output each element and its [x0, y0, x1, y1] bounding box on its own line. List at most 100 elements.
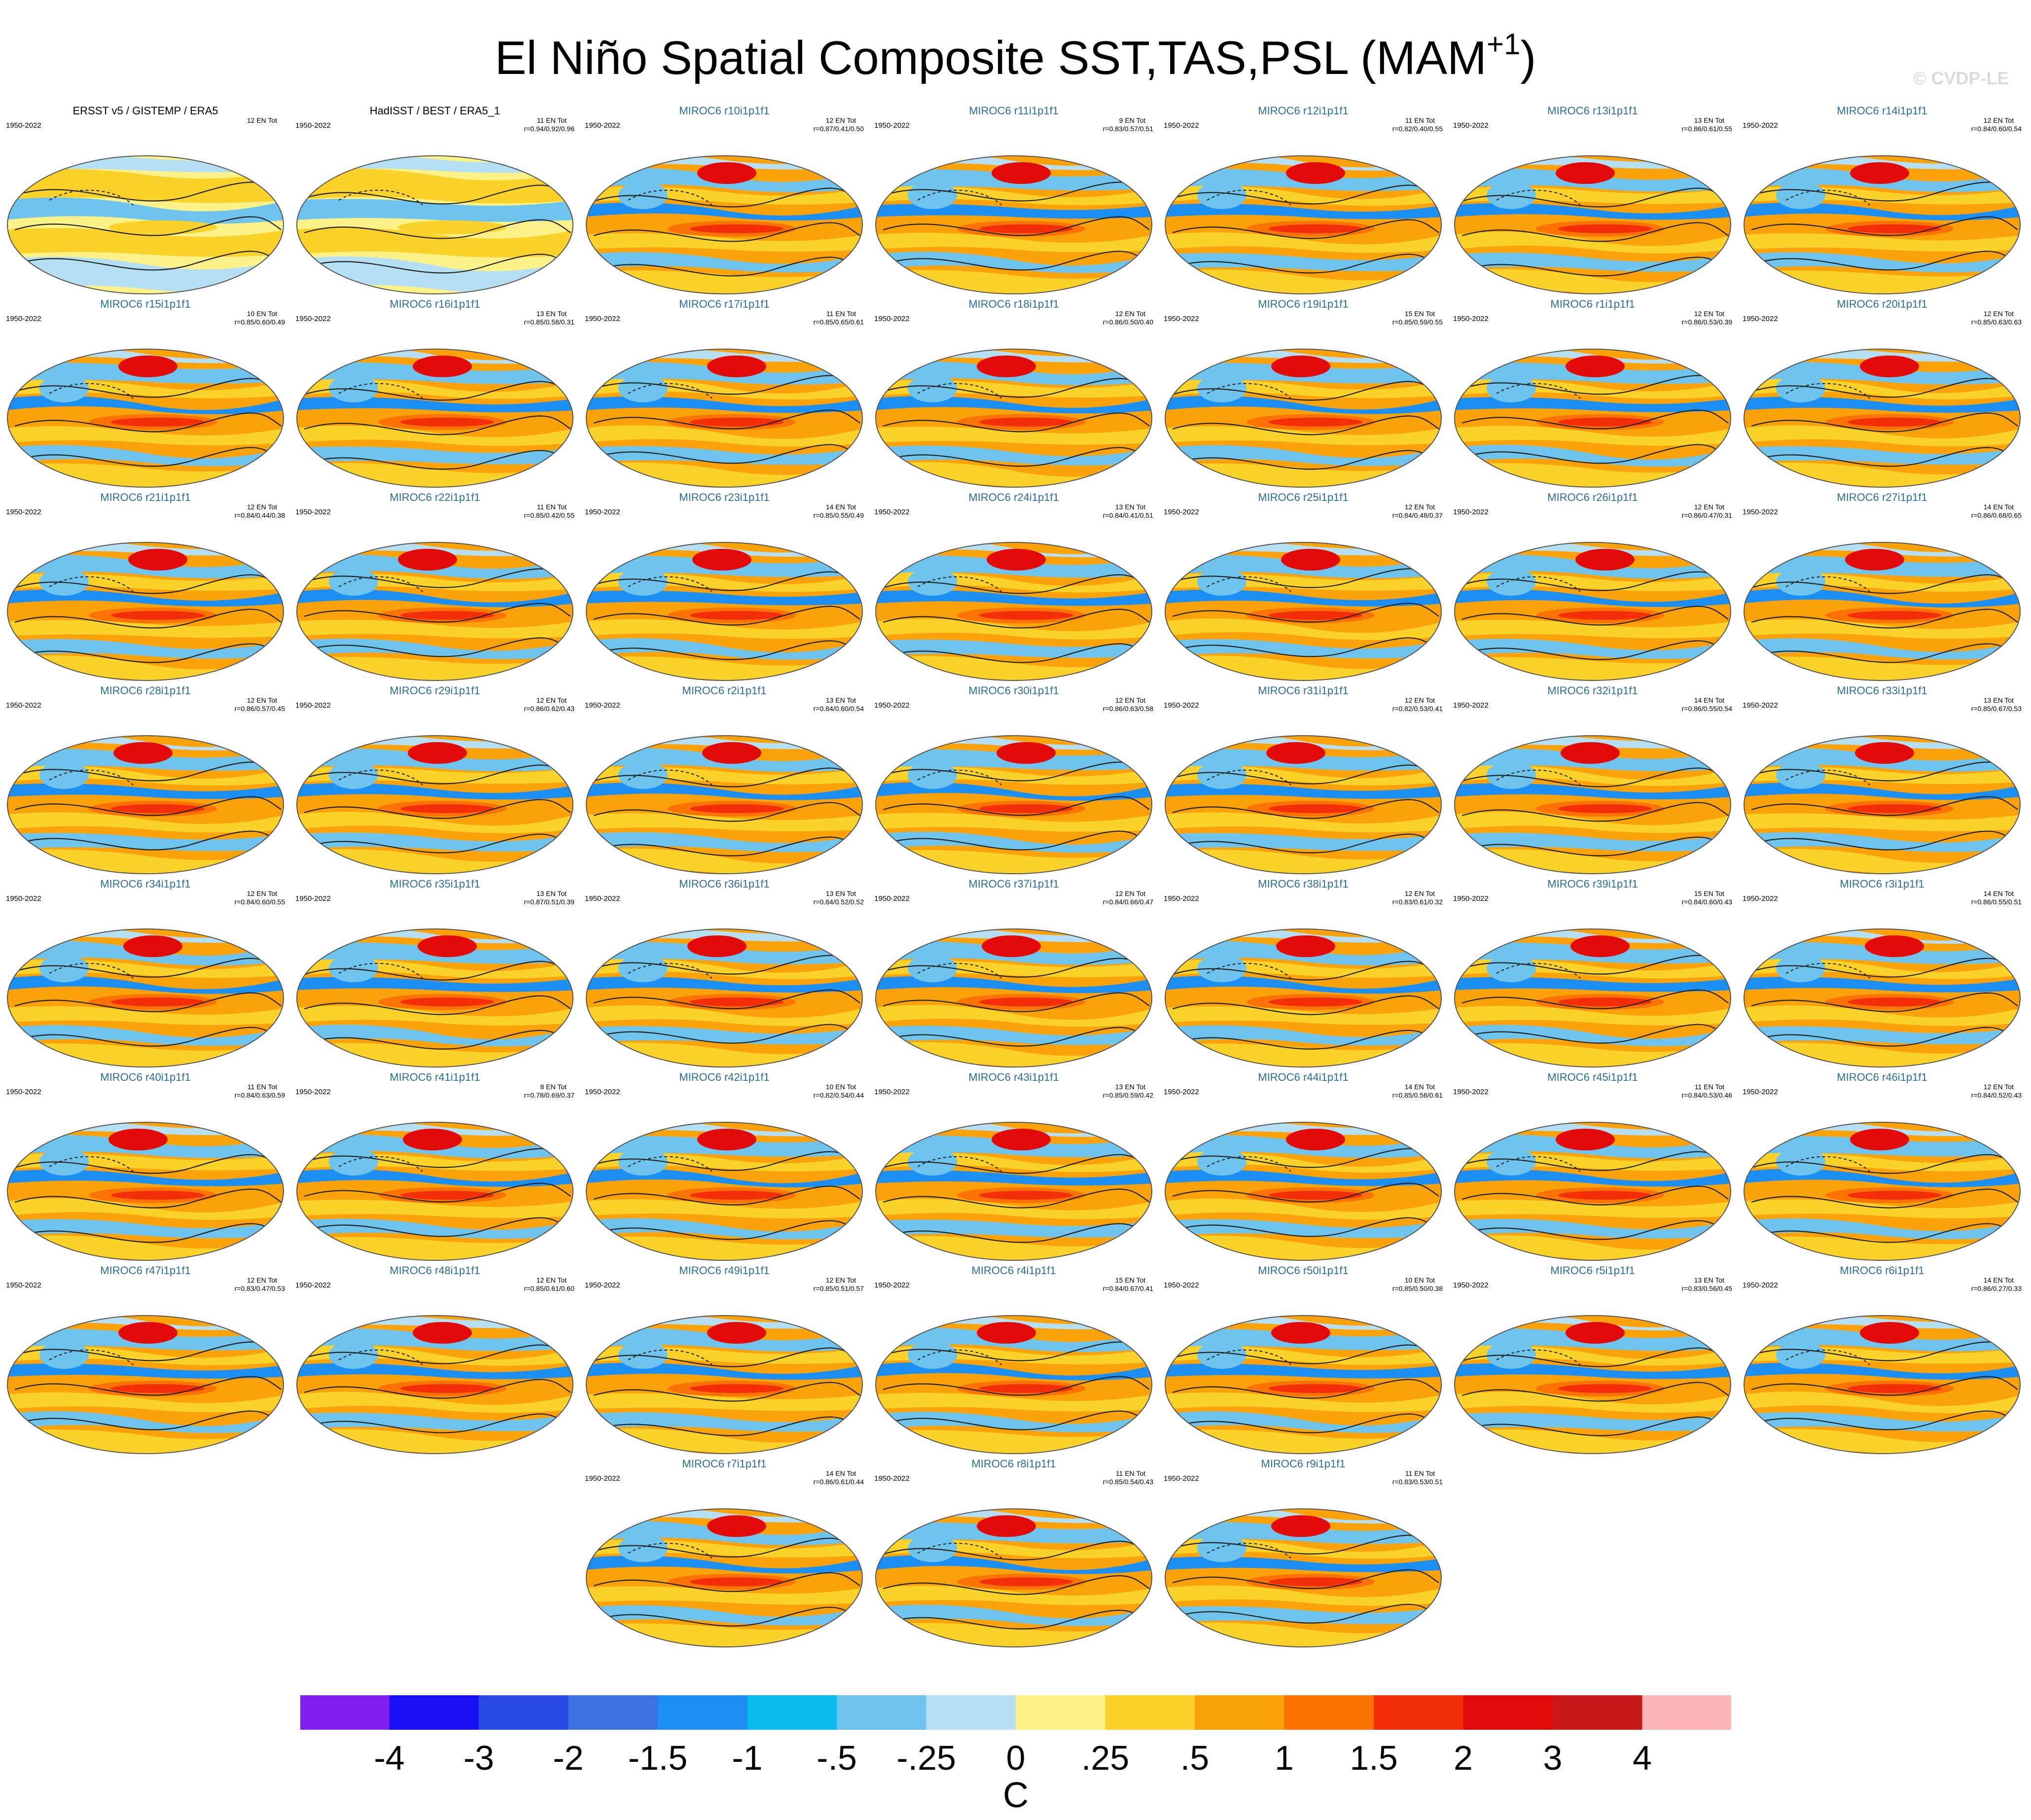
map-panel-event-count: 15 EN Tot — [1694, 890, 1724, 897]
map-panel-years: 1950-2022 — [585, 701, 620, 710]
map-panel-event-count: 13 EN Tot — [825, 696, 856, 704]
map-panel-field — [296, 1122, 573, 1261]
watermark: © CVDP-LE — [1913, 68, 2009, 88]
colorbar-swatch — [1374, 1695, 1463, 1730]
map-panel-field — [875, 349, 1152, 488]
map-panel: HadISST / BEST / ERA5_1 1950-2022 11 EN To… — [294, 103, 575, 295]
map-panel-event-count: 14 EN Tot — [1983, 890, 2014, 897]
colorbar-tick-label: 3 — [1543, 1739, 1563, 1777]
colorbar-swatch — [658, 1695, 748, 1730]
map-panel-field — [7, 155, 284, 294]
colorbar-tick-label: -2 — [553, 1739, 584, 1777]
map-panel-field — [296, 735, 573, 874]
map-panel-years: 1950-2022 — [6, 315, 41, 323]
map-panel-title: MIROC6 r50i1p1f1 — [1258, 1264, 1349, 1277]
map-panel-field — [1454, 349, 1731, 488]
map-panel: MIROC6 r38i1p1f1 1950-2022 12 EN Tot r=0.83… — [1163, 876, 1444, 1068]
map-panel-years: 1950-2022 — [6, 894, 41, 903]
map-panel-event-count: 12 EN Tot — [247, 503, 277, 511]
map-panel-event-count: 12 EN Tot — [247, 1276, 277, 1284]
colorbar-swatch — [837, 1695, 926, 1730]
map-panel: MIROC6 r29i1p1f1 1950-2022 12 EN Tot r=0.86… — [294, 682, 575, 875]
map-panel-title: MIROC6 r33i1p1f1 — [1837, 684, 1927, 697]
map-panel-correlations: r=0.84/0.66/0.47 — [1103, 898, 1153, 906]
map-panel-title: MIROC6 r44i1p1f1 — [1258, 1071, 1349, 1083]
map-panel-years: 1950-2022 — [295, 1088, 331, 1096]
map-panel-event-count: 13 EN Tot — [1694, 116, 1724, 124]
map-panel-title: HadISST / BEST / ERA5_1 — [369, 105, 500, 117]
map-panel-event-count: 14 EN Tot — [825, 1469, 856, 1477]
colorbar-tick-label: 1.5 — [1350, 1739, 1398, 1777]
map-panel: MIROC6 r4i1p1f1 1950-2022 15 EN Tot r=0.84/… — [873, 1262, 1154, 1455]
map-panel: MIROC6 r34i1p1f1 1950-2022 12 EN Tot r=0.84… — [5, 876, 286, 1068]
map-panel-years: 1950-2022 — [874, 1474, 910, 1483]
map-panel-field — [1744, 542, 2021, 681]
map-panel: MIROC6 r8i1p1f1 1950-2022 11 EN Tot r=0.85/… — [873, 1456, 1154, 1648]
map-panel-correlations: r=0.84/0.53/0.46 — [1681, 1091, 1732, 1099]
colorbar-tick-label: -.5 — [817, 1739, 857, 1777]
map-panel-field — [875, 1508, 1152, 1647]
map-panel-event-count: 14 EN Tot — [1694, 696, 1724, 704]
map-panel-title: MIROC6 r9i1p1f1 — [1261, 1458, 1346, 1470]
map-panel: MIROC6 r40i1p1f1 1950-2022 11 EN Tot r=0.84… — [5, 1069, 286, 1261]
map-panel-years: 1950-2022 — [1164, 1281, 1199, 1289]
map-panel-event-count: 13 EN Tot — [1115, 503, 1145, 511]
map-panel-field — [296, 542, 573, 681]
colorbar-swatch — [389, 1695, 479, 1730]
map-panel-correlations: r=0.83/0.61/0.32 — [1392, 898, 1443, 906]
map-panel: MIROC6 r13i1p1f1 1950-2022 13 EN Tot r=0.86… — [1452, 103, 1733, 295]
map-panel: MIROC6 r15i1p1f1 1950-2022 10 EN Tot r=0.85… — [5, 296, 286, 488]
map-panel-title: MIROC6 r31i1p1f1 — [1258, 684, 1349, 697]
map-panel-title: MIROC6 r46i1p1f1 — [1837, 1071, 1927, 1083]
map-panel-field — [875, 1315, 1152, 1454]
map-panel-field — [296, 155, 573, 294]
map-panel-event-count: 15 EN Tot — [1115, 1276, 1145, 1284]
map-panel-years: 1950-2022 — [1743, 508, 1778, 516]
map-panel-correlations: r=0.94/0.92/0.96 — [524, 125, 574, 133]
map-panel-event-count: 12 EN Tot — [1404, 890, 1435, 897]
map-panel-title: MIROC6 r13i1p1f1 — [1547, 105, 1638, 117]
map-panel-field — [586, 735, 863, 874]
map-panel-correlations: r=0.86/0.61/0.55 — [1681, 125, 1732, 133]
map-panel-event-count: 8 EN Tot — [540, 1083, 567, 1091]
map-panel-years: 1950-2022 — [585, 1281, 620, 1289]
map-panel-title: MIROC6 r18i1p1f1 — [968, 298, 1059, 310]
map-panel-event-count: 12 EN Tot — [1694, 310, 1724, 318]
map-panel-field — [1744, 1315, 2021, 1454]
colorbar-swatch — [1016, 1695, 1105, 1730]
map-panel-years: 1950-2022 — [1743, 701, 1778, 710]
map-panel-years: 1950-2022 — [585, 1088, 620, 1096]
map-panel-field — [586, 542, 863, 681]
map-panel-correlations: r=0.83/0.56/0.45 — [1681, 1285, 1732, 1292]
map-panel-correlations: r=0.84/0.60/0.54 — [1971, 125, 2022, 133]
map-panel-title: MIROC6 r30i1p1f1 — [968, 684, 1059, 697]
map-panel-field — [875, 735, 1152, 874]
colorbar-swatch — [1463, 1695, 1553, 1730]
map-panel-years: 1950-2022 — [1453, 315, 1489, 323]
map-panel: MIROC6 r2i1p1f1 1950-2022 13 EN Tot r=0.84/… — [584, 682, 865, 875]
map-panel-title: MIROC6 r3i1p1f1 — [1840, 878, 1924, 890]
map-panel: MIROC6 r33i1p1f1 1950-2022 13 EN Tot r=0.85… — [1742, 682, 2023, 875]
map-panel-field — [7, 928, 284, 1068]
map-panel-event-count: 14 EN Tot — [1983, 503, 2014, 511]
map-panel-correlations: r=0.83/0.53/0.51 — [1392, 1478, 1443, 1486]
map-panel: MIROC6 r5i1p1f1 1950-2022 13 EN Tot r=0.83/… — [1452, 1262, 1733, 1455]
map-panel-years: 1950-2022 — [874, 1281, 910, 1289]
map-panel: MIROC6 r32i1p1f1 1950-2022 14 EN Tot r=0.86… — [1452, 682, 1733, 875]
map-panel-field — [7, 542, 284, 681]
map-panel-title: MIROC6 r2i1p1f1 — [682, 684, 767, 697]
map-panel-event-count: 12 EN Tot — [825, 116, 856, 124]
map-panel-years: 1950-2022 — [1743, 1281, 1778, 1289]
map-panel-field — [586, 1508, 863, 1647]
colorbar-tick-label: -4 — [374, 1739, 405, 1777]
map-panel-title: MIROC6 r38i1p1f1 — [1258, 878, 1349, 890]
map-panel-years: 1950-2022 — [585, 1474, 620, 1483]
map-panel-years: 1950-2022 — [1164, 315, 1199, 323]
map-panel-event-count: 13 EN Tot — [825, 890, 856, 897]
map-panel-event-count: 11 EN Tot — [536, 503, 567, 511]
map-panel-event-count: 12 EN Tot — [247, 116, 277, 124]
map-panel-event-count: 11 EN Tot — [1115, 1469, 1145, 1477]
map-panel-field — [1744, 155, 2021, 294]
chart-title: El Niño Spatial Composite SST,TAS,PSL (M… — [495, 28, 1536, 84]
colorbar-swatch — [747, 1695, 837, 1730]
